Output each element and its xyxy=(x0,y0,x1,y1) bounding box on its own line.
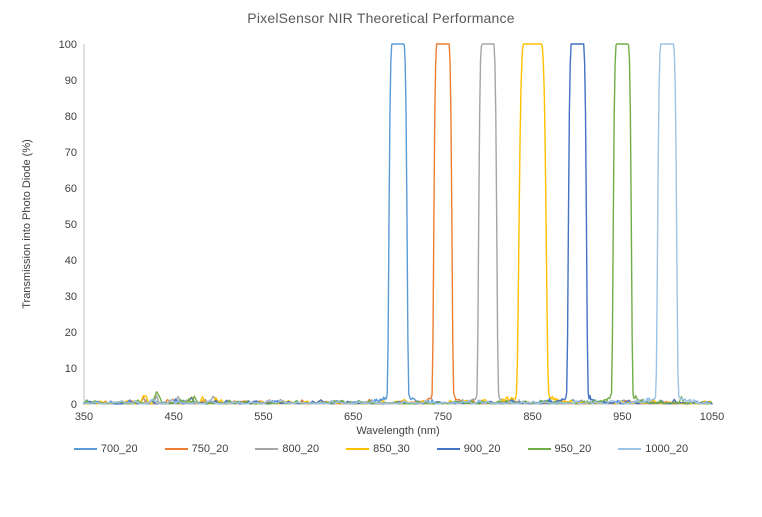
y-tick-label: 40 xyxy=(65,255,77,267)
legend-item-label: 1000_20 xyxy=(645,443,689,455)
series-curve-950_20 xyxy=(83,43,712,405)
series-curve-900_20 xyxy=(83,43,713,405)
legend-item-800_20: 800_20 xyxy=(255,443,319,455)
legend-line-icon xyxy=(346,448,370,450)
series-curve-700_20 xyxy=(83,43,711,405)
x-axis-title: Wavelength (nm) xyxy=(356,425,439,437)
y-tick-label: 10 xyxy=(65,363,77,375)
axis-lines xyxy=(83,44,712,405)
x-tick-label: 550 xyxy=(254,411,272,423)
series-curve-750_20 xyxy=(83,43,713,405)
x-tick-label: 350 xyxy=(75,411,93,423)
legend-item-label: 750_20 xyxy=(191,443,229,455)
legend-item-700_20: 700_20 xyxy=(73,443,138,455)
series-curve-1000_20 xyxy=(83,43,711,405)
y-tick-label: 60 xyxy=(65,183,77,195)
series-curve-850_30 xyxy=(83,43,711,405)
y-tick-label: 80 xyxy=(65,111,77,123)
x-tick-label: 950 xyxy=(613,411,631,423)
series-curve-800_20 xyxy=(83,43,712,405)
axes xyxy=(83,44,712,405)
legend-item-label: 700_20 xyxy=(100,443,138,455)
legend-item-label: 950_20 xyxy=(554,443,592,455)
legend-item-850_30: 850_30 xyxy=(346,443,410,455)
x-tick-label: 450 xyxy=(165,411,183,423)
chart-title: PixelSensor NIR Theoretical Performance xyxy=(247,10,515,26)
y-tick-label: 70 xyxy=(65,147,77,159)
legend-line-icon xyxy=(436,448,460,450)
x-tick-label: 1050 xyxy=(700,411,724,423)
legend: 700_20 750_20 800_20 850_30 900_20 950_20 1000… xyxy=(0,443,762,455)
legend-line-icon xyxy=(255,448,279,450)
legend-item-900_20: 900_20 xyxy=(436,443,501,455)
y-tick-label: 0 xyxy=(71,399,77,411)
legend-line-icon xyxy=(164,448,188,450)
legend-item-1000_20: 1000_20 xyxy=(618,443,688,455)
y-tick-label: 90 xyxy=(65,75,77,87)
x-tick-label: 750 xyxy=(434,411,452,423)
series-curves xyxy=(83,43,713,405)
legend-item-750_20: 750_20 xyxy=(164,443,229,455)
y-axis-title: Transmission into Photo Diode (%) xyxy=(21,139,33,309)
legend-line-icon xyxy=(618,448,642,450)
y-tick-label: 100 xyxy=(59,39,77,51)
y-tick-label: 50 xyxy=(65,219,77,231)
legend-item-950_20: 950_20 xyxy=(527,443,592,455)
x-tick-label: 850 xyxy=(523,411,541,423)
legend-item-label: 850_30 xyxy=(373,443,410,455)
legend-line-icon xyxy=(527,448,551,450)
plot-area: 350 450 550 650 750 850 950 1050 0 10 20 30 40 50 60 70… xyxy=(21,39,725,437)
y-tick-label: 20 xyxy=(65,327,77,339)
y-tick-label: 30 xyxy=(65,291,77,303)
legend-item-label: 800_20 xyxy=(282,443,320,455)
x-tick-label: 650 xyxy=(344,411,362,423)
legend-item-label: 900_20 xyxy=(463,443,501,455)
tick-labels: 350 450 550 650 750 850 950 1050 0 10 20 30 40 50 60 70… xyxy=(59,39,725,423)
legend-line-icon xyxy=(73,448,97,450)
